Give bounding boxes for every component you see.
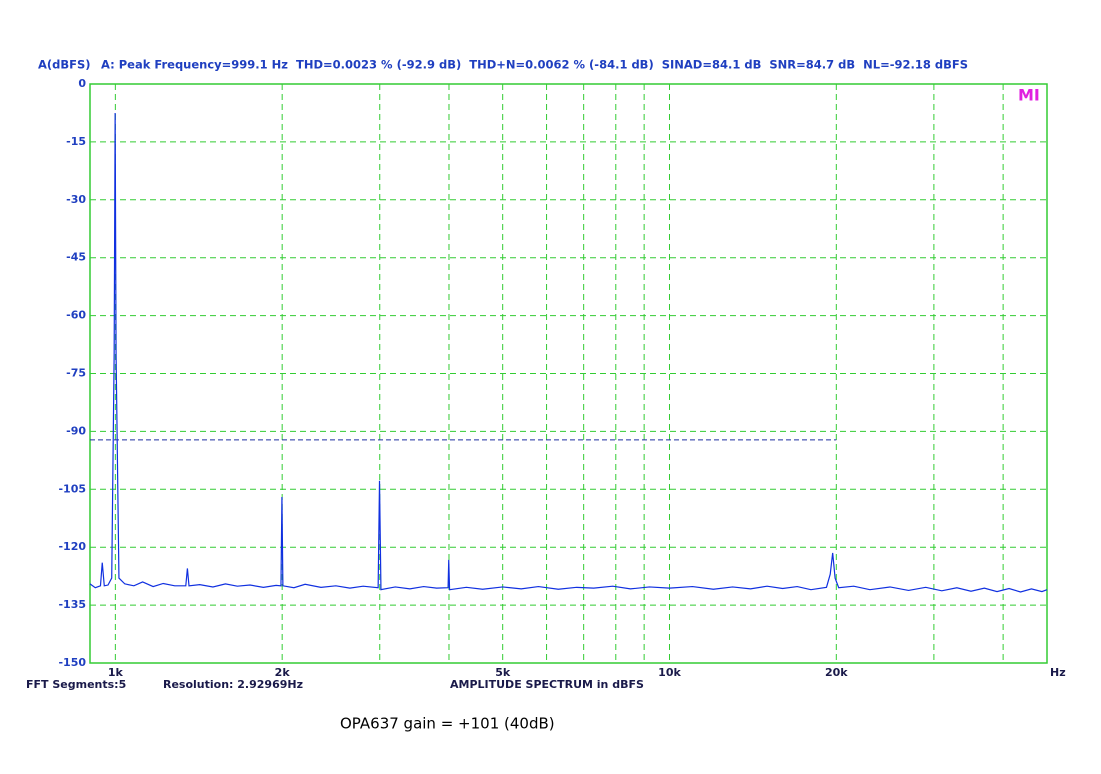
chart-title: A: Peak Frequency=999.1 Hz THD=0.0023 % … (101, 58, 968, 72)
y-tick-label: -75 (66, 367, 86, 380)
y-tick-label: -120 (58, 540, 86, 553)
y-tick-label: -15 (66, 135, 86, 148)
y-tick-label: -150 (58, 656, 86, 669)
y-tick-label: 0 (78, 77, 86, 90)
x-tick-label: 5k (495, 666, 511, 679)
x-unit: Hz (1050, 666, 1066, 679)
spectrum-line (89, 112, 1048, 593)
footer-resolution: Resolution: 2.92969Hz (163, 678, 303, 691)
y-tick-label: -45 (66, 251, 86, 264)
y-tick-label: -60 (66, 309, 86, 322)
x-axis-label: AMPLITUDE SPECTRUM in dBFS (450, 678, 644, 691)
y-tick-label: -90 (66, 424, 86, 437)
footer-segments: FFT Segments:5 (26, 678, 126, 691)
x-tick-label: 10k (658, 666, 681, 679)
x-tick-label: 20k (825, 666, 848, 679)
corner-label: MI (1018, 86, 1040, 105)
y-tick-label: -135 (58, 598, 86, 611)
y-tick-label: -105 (58, 482, 86, 495)
caption: OPA637 gain = +101 (40dB) (340, 715, 555, 733)
x-tick-label: 2k (275, 666, 291, 679)
y-tick-label: -30 (66, 193, 86, 206)
y-axis-label: A(dBFS) (38, 58, 91, 72)
plot-frame (89, 83, 1048, 664)
x-tick-label: 1k (108, 666, 124, 679)
